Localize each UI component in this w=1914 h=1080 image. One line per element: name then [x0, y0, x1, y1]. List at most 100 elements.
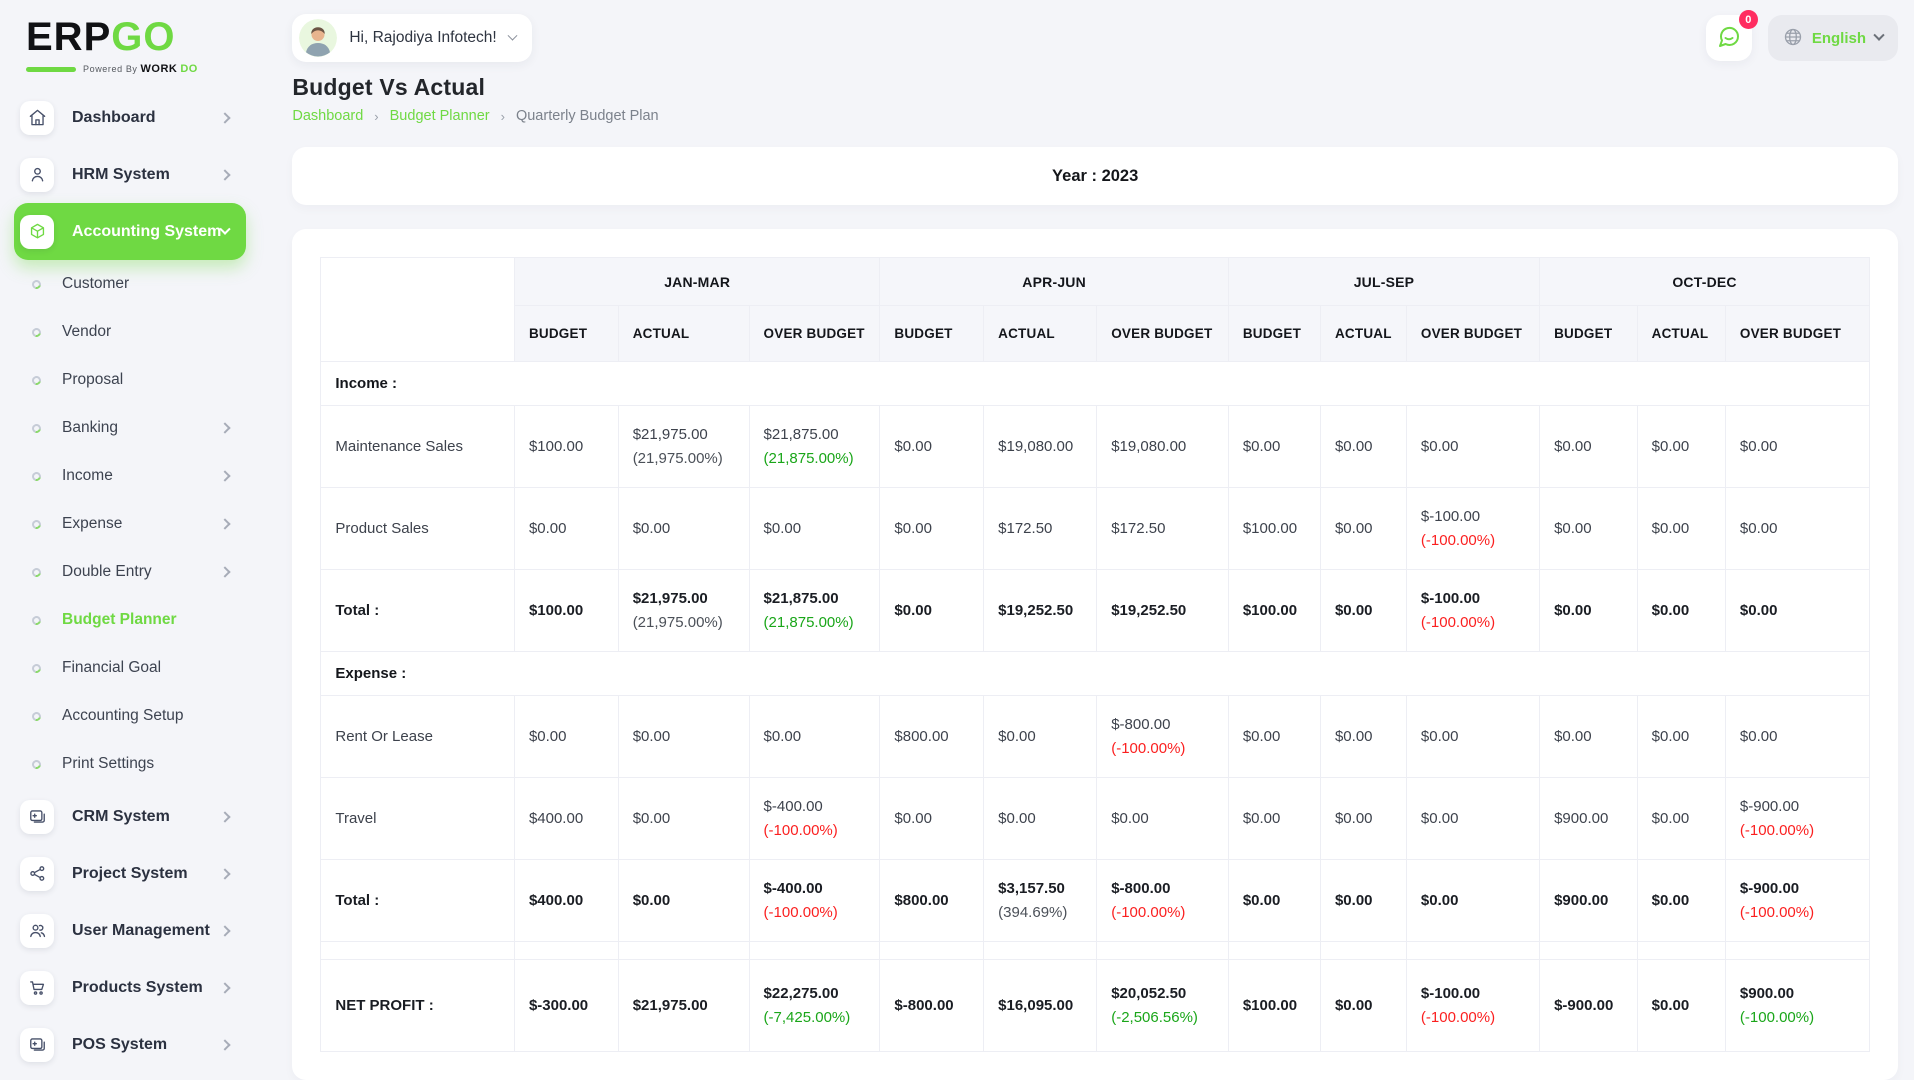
- topbar: Hi, Rajodiya Infotech! 0 English: [258, 0, 1914, 66]
- breadcrumb: Dashboard › Budget Planner › Quarterly B…: [292, 108, 1898, 124]
- amount-value: $0.00: [1334, 996, 1373, 1014]
- amount-value: $-800.00: [894, 996, 954, 1014]
- notification-badge: 0: [1738, 10, 1758, 29]
- year-label: Year : 2023: [1052, 166, 1139, 185]
- sidebar-item-label: POS System: [72, 1035, 168, 1053]
- amount-cell: $0.00: [1227, 859, 1321, 942]
- main-column: Hi, Rajodiya Infotech! 0 English: [258, 0, 1914, 1080]
- amount-cell: $0.00: [1405, 777, 1541, 860]
- amount-value: $19,080.00: [998, 437, 1074, 455]
- amount-value: $900.00: [1554, 809, 1609, 827]
- sidebar-item-accounting-system[interactable]: Accounting System: [14, 203, 247, 260]
- table-row: Maintenance Sales $100.00 $21,975.00 (21,97…: [320, 405, 1871, 488]
- sidebar-item-financial-goal[interactable]: Financial Goal: [14, 644, 246, 692]
- amount-value: $400.00: [528, 809, 584, 827]
- amount-cell: $-400.00 (-100.00%): [748, 859, 881, 942]
- amount-value: $0.00: [894, 809, 932, 827]
- sidebar-item-dashboard[interactable]: Dashboard: [14, 89, 246, 146]
- amount-value: $-100.00: [1420, 985, 1481, 1003]
- amount-value: $20,052.50: [1111, 985, 1187, 1003]
- sidebar-item-hrm-system[interactable]: HRM System: [14, 146, 246, 203]
- sidebar-item-banking[interactable]: Banking: [14, 404, 246, 452]
- amount-cell: $0.00: [1405, 695, 1541, 778]
- amount-cell: $0.00: [1724, 695, 1871, 778]
- sidebar-item-budget-planner[interactable]: Budget Planner: [14, 596, 246, 644]
- amount-value: $0.00: [1554, 727, 1592, 745]
- chevron-down-icon: [219, 223, 232, 235]
- amount-value: $0.00: [1334, 809, 1373, 827]
- percent-value: (-100.00%): [763, 903, 838, 921]
- amount-value: $21,875.00: [763, 426, 839, 444]
- sidebar-item-income[interactable]: Income: [14, 452, 246, 500]
- amount-value: $400.00: [528, 891, 584, 909]
- amount-cell: $0.00: [1539, 405, 1638, 488]
- sidebar-item-label: Accounting Setup: [62, 707, 184, 724]
- amount-cell: $0.00: [1636, 405, 1726, 488]
- bullet-icon: [30, 421, 43, 435]
- table-row: NET PROFIT : $-300.00 $21,975.00 $22,275.00…: [320, 959, 1871, 1052]
- sidebar-item-customer[interactable]: Customer: [14, 260, 246, 308]
- sidebar-item-print-settings[interactable]: Print Settings: [14, 740, 246, 788]
- sidebar-item-accounting-setup[interactable]: Accounting Setup: [14, 692, 246, 740]
- amount-cell: $100.00: [1227, 569, 1321, 652]
- notifications-button[interactable]: 0: [1705, 10, 1758, 61]
- measure-header: OVER BUDGET: [1405, 305, 1541, 362]
- amount-value: $0.00: [1651, 519, 1690, 537]
- percent-value: (21,875.00%): [763, 613, 854, 631]
- bullet-icon: [30, 709, 43, 723]
- sidebar-item-project-system[interactable]: Project System: [14, 845, 246, 902]
- user-menu[interactable]: Hi, Rajodiya Infotech!: [292, 14, 532, 62]
- amount-cell: $21,975.00 (21,975.00%): [617, 405, 750, 488]
- amount-cell: $-800.00: [879, 959, 985, 1052]
- row-label: Total :: [320, 569, 515, 652]
- sidebar-nav: Dashboard HRM System Accounting System C…: [14, 89, 247, 1073]
- percent-value: (-100.00%): [1739, 1008, 1815, 1026]
- sidebar-item-label: CRM System: [72, 807, 170, 825]
- amount-value: $100.00: [1242, 519, 1298, 537]
- amount-value: $0.00: [1420, 727, 1459, 745]
- amount-cell: $0.00: [983, 695, 1098, 778]
- sidebar-item-products-system[interactable]: Products System: [14, 959, 246, 1016]
- percent-value: (-100.00%): [1420, 531, 1496, 549]
- sidebar-item-user-management[interactable]: User Management: [14, 902, 246, 959]
- amount-cell: $100.00: [513, 405, 619, 488]
- amount-cell: $0.00: [1319, 777, 1407, 860]
- amount-cell: $0.00: [1636, 859, 1726, 942]
- amount-cell: $0.00: [1539, 695, 1638, 778]
- amount-value: $0.00: [632, 727, 671, 745]
- chevron-down-icon: [1873, 29, 1885, 41]
- amount-value: $16,095.00: [998, 996, 1074, 1014]
- breadcrumb-budget-planner[interactable]: Budget Planner: [389, 108, 490, 124]
- sidebar-item-crm-system[interactable]: CRM System: [14, 788, 246, 845]
- app-logo[interactable]: ERPGO Powered By WORK DO: [14, 12, 246, 89]
- chevron-right-icon: [219, 981, 232, 994]
- percent-value: (-2,506.56%): [1111, 1008, 1198, 1026]
- amount-cell: $0.00: [1227, 777, 1321, 860]
- sidebar-item-pos-system[interactable]: POS System: [14, 1016, 246, 1073]
- percent-value: (-100.00%): [1739, 821, 1815, 839]
- amount-cell: $0.00: [1227, 405, 1321, 488]
- sidebar-item-double-entry[interactable]: Double Entry: [14, 548, 246, 596]
- sidebar-item-vendor[interactable]: Vendor: [14, 308, 246, 356]
- bullet-icon: [30, 325, 43, 339]
- section-label: Expense :: [320, 651, 1870, 696]
- amount-value: $0.00: [1739, 601, 1778, 619]
- sidebar-item-label: Vendor: [62, 323, 112, 340]
- amount-cell: $0.00: [1539, 569, 1638, 652]
- amount-value: $0.00: [998, 727, 1036, 745]
- amount-cell: $0.00: [748, 487, 881, 570]
- language-selector[interactable]: English: [1767, 15, 1898, 61]
- sidebar-item-proposal[interactable]: Proposal: [14, 356, 246, 404]
- amount-cell: $0.00: [617, 695, 750, 778]
- amount-cell: $-800.00 (-100.00%): [1096, 859, 1229, 942]
- amount-value: $0.00: [1420, 437, 1459, 455]
- amount-value: $0.00: [528, 519, 567, 537]
- amount-cell: $0.00: [513, 487, 619, 570]
- table-row: Total : $100.00 $21,975.00 (21,975.00%) $21,…: [320, 569, 1871, 652]
- amount-value: $0.00: [1554, 519, 1592, 537]
- chevron-down-icon: [507, 30, 518, 41]
- breadcrumb-dashboard[interactable]: Dashboard: [292, 108, 364, 124]
- amount-cell: $21,975.00: [617, 959, 750, 1052]
- chevron-right-icon: [219, 168, 232, 181]
- sidebar-item-expense[interactable]: Expense: [14, 500, 246, 548]
